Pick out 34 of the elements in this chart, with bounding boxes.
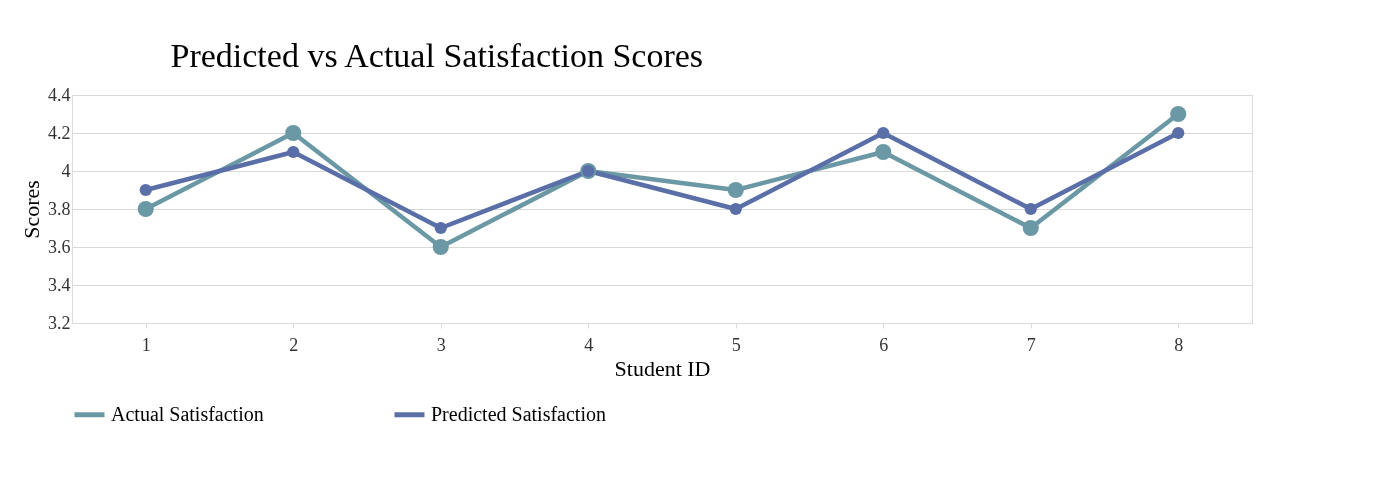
legend-label: Actual Satisfaction bbox=[111, 402, 264, 425]
x-axis-title: Student ID bbox=[614, 355, 711, 381]
chart-title: Predicted vs Actual Satisfaction Scores bbox=[170, 37, 704, 74]
point bbox=[139, 183, 152, 197]
point bbox=[1022, 219, 1039, 237]
point bbox=[875, 143, 892, 161]
x-tick-label: 4 bbox=[584, 334, 594, 355]
point bbox=[727, 181, 744, 199]
legend-label: Predicted Satisfaction bbox=[431, 402, 606, 425]
x-tick-label: 5 bbox=[731, 334, 741, 355]
point bbox=[137, 200, 154, 218]
x-tick-label: 7 bbox=[1026, 334, 1036, 355]
point bbox=[1024, 202, 1037, 216]
point bbox=[287, 145, 300, 159]
x-tick-label: 3 bbox=[436, 334, 446, 355]
y-tick-label: 3.2 bbox=[48, 312, 71, 333]
x-tick-label: 6 bbox=[879, 334, 889, 355]
y-tick-label: 3.4 bbox=[48, 274, 71, 295]
point bbox=[285, 124, 302, 142]
point bbox=[729, 202, 742, 216]
x-tick-label: 8 bbox=[1174, 334, 1184, 355]
point bbox=[877, 126, 890, 140]
point bbox=[1170, 105, 1187, 123]
y-axis-title: Scores bbox=[19, 180, 44, 239]
y-tick-label: 4.2 bbox=[48, 122, 71, 143]
x-tick-label: 2 bbox=[289, 334, 299, 355]
y-tick-label: 4.4 bbox=[48, 84, 71, 105]
y-tick-label: 3.6 bbox=[48, 236, 71, 257]
y-tick-label: 4 bbox=[61, 160, 71, 181]
x-tick-label: 1 bbox=[141, 334, 151, 355]
point bbox=[432, 238, 449, 256]
point bbox=[1172, 126, 1185, 140]
y-tick-label: 3.8 bbox=[48, 198, 71, 219]
point bbox=[434, 221, 447, 235]
